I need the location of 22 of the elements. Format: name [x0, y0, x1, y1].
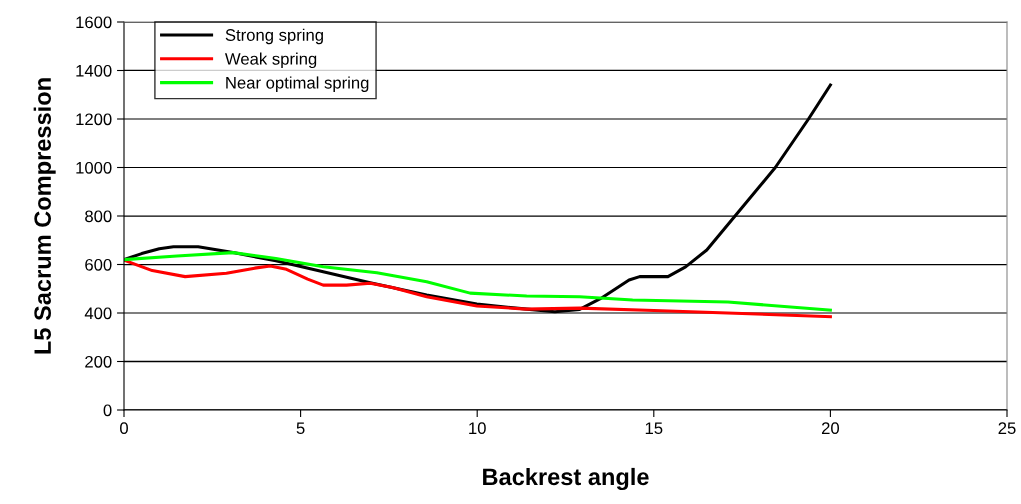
y-axis-title: L5 Sacrum Compression: [33, 78, 56, 354]
y-tick-label: 600: [85, 258, 112, 271]
legend-label: Near optimal spring: [226, 76, 369, 92]
y-tick-label: 800: [85, 210, 112, 223]
legend-label: Strong spring: [225, 28, 323, 45]
y-tick-label: 1400: [76, 64, 112, 77]
y-tick-label: 1200: [76, 113, 112, 126]
x-tick-label: 10: [469, 422, 486, 435]
x-tick-label: 25: [998, 422, 1016, 435]
y-tick-label: 0: [103, 404, 112, 417]
y-tick-label: 1000: [76, 161, 112, 174]
x-tick-label: 0: [120, 422, 128, 435]
y-tick-label: 1600: [76, 16, 112, 29]
x-tick-label: 20: [821, 422, 840, 435]
x-tick-label: 5: [296, 422, 305, 435]
line-series: [124, 251, 832, 312]
line-series: [124, 258, 832, 319]
y-tick-label: 400: [84, 307, 112, 320]
y-tick-label: 200: [85, 355, 112, 368]
x-axis-title: Backrest angle: [483, 467, 649, 491]
legend-label: Weak spring: [224, 52, 317, 69]
x-tick-label: 15: [645, 422, 663, 435]
